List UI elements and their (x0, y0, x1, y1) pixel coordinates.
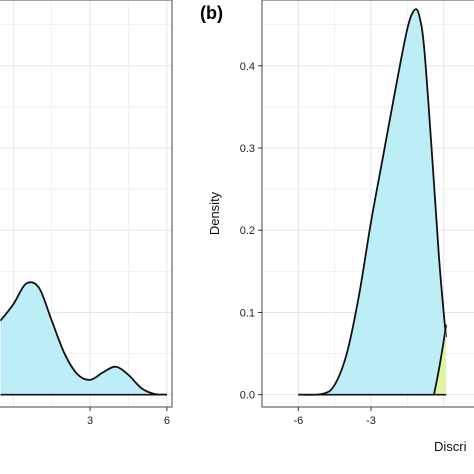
panel-b-density-fill-0 (298, 9, 447, 395)
panel-b-x-tick-label-1: -3 (366, 415, 376, 427)
panel-b-panel-label: (b) (200, 3, 223, 23)
panel-a-frame (0, 0, 173, 408)
panel-a-density-fill-0 (0, 282, 167, 395)
panel-b-x-tick-label-0: -6 (293, 415, 303, 427)
panel-b-y-tick-label-1: 0.1 (240, 307, 255, 319)
panel-a-density-curve-0 (0, 281, 167, 396)
panel-b-y-tick-label-2: 0.2 (240, 225, 255, 237)
panel-b-x-axis-title: Discri (434, 439, 467, 454)
panel-a-x-tick-label-1: 6 (164, 415, 170, 427)
panel-b-y-tick-label-3: 0.3 (240, 143, 255, 155)
panel-b-density-curve-1 (433, 324, 447, 395)
panel-b-y-tick-label-4: 0.4 (240, 61, 255, 73)
panel-b-density-curve-0 (298, 8, 447, 396)
panel-a-x-tick-label-0: 3 (87, 415, 93, 427)
panel-b-y-tick-label-0: 0.0 (240, 390, 255, 402)
panel-b-density-fill-1 (433, 324, 447, 395)
panel-b: -6 -3 0.0 0.1 0.2 0.3 0.4 Density Discri (b) (200, 0, 474, 454)
panel-b-y-axis-title: Density (207, 191, 222, 235)
